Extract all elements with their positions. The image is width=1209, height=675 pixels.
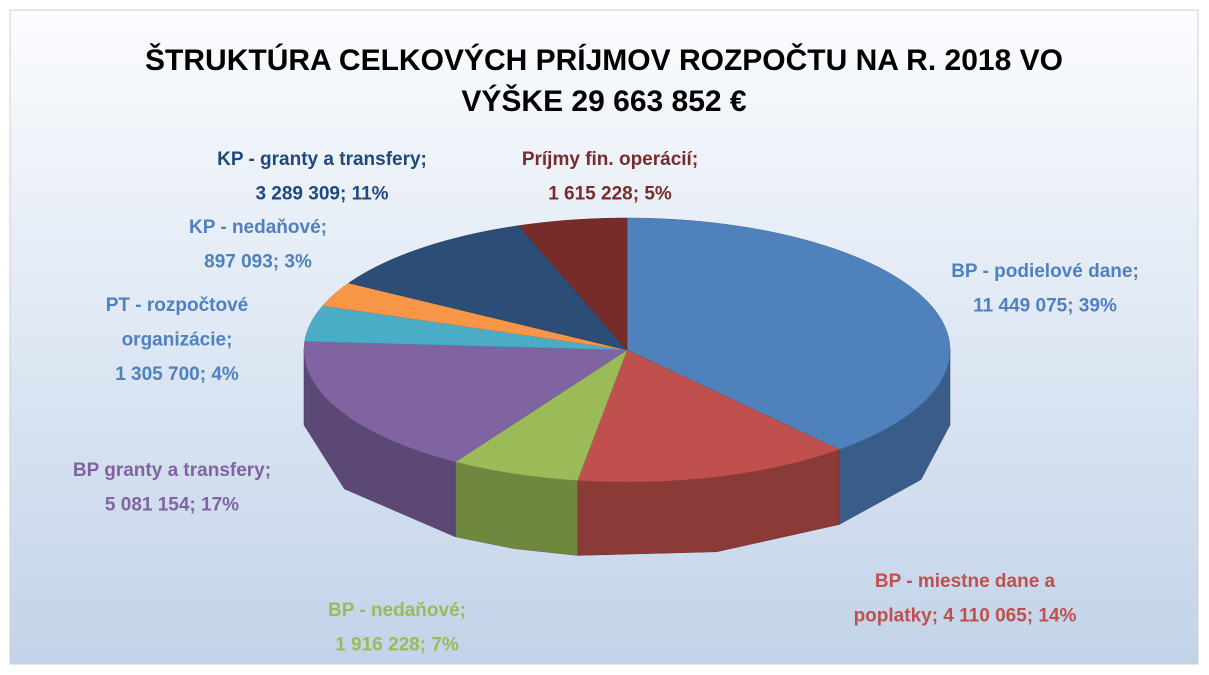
data-label: KP - granty a transfery; xyxy=(217,149,427,170)
data-label: 897 093; 3% xyxy=(204,252,312,273)
data-label: 11 449 075; 39% xyxy=(973,296,1117,317)
slice xyxy=(303,341,628,463)
data-label: BP - miestne dane a xyxy=(875,571,1056,592)
data-label: 1 916 228; 7% xyxy=(335,635,459,656)
data-label: Príjmy fin. operácií; xyxy=(522,149,698,170)
data-label: 1 305 700; 4% xyxy=(115,364,239,385)
slice xyxy=(454,349,628,481)
data-label: BP - podielové dane; xyxy=(951,261,1139,282)
data-label: poplatky; 4 110 065; 14% xyxy=(854,606,1077,627)
data-label: BP granty a transfery; xyxy=(73,460,271,481)
chart-title: ŠTRUKTÚRA CELKOVÝCH PRÍJMOV ROZPOČTU NA … xyxy=(145,43,1063,77)
data-label: PT - rozpočtové xyxy=(106,295,249,316)
chart-title: VÝŠKE 29 663 852 € xyxy=(461,84,747,118)
slice xyxy=(518,217,628,351)
slice xyxy=(322,282,628,351)
slice xyxy=(626,217,951,450)
slice xyxy=(304,305,628,351)
data-label: BP - nedaňové; xyxy=(328,600,466,621)
data-label: organizácie; xyxy=(122,330,233,351)
slice xyxy=(577,349,840,483)
data-label: 1 615 228; 5% xyxy=(548,184,672,205)
data-label: KP - nedaňové; xyxy=(189,217,327,238)
slice xyxy=(348,225,628,351)
data-label: 3 289 309; 11% xyxy=(255,184,388,205)
data-label: 5 081 154; 17% xyxy=(105,495,239,516)
